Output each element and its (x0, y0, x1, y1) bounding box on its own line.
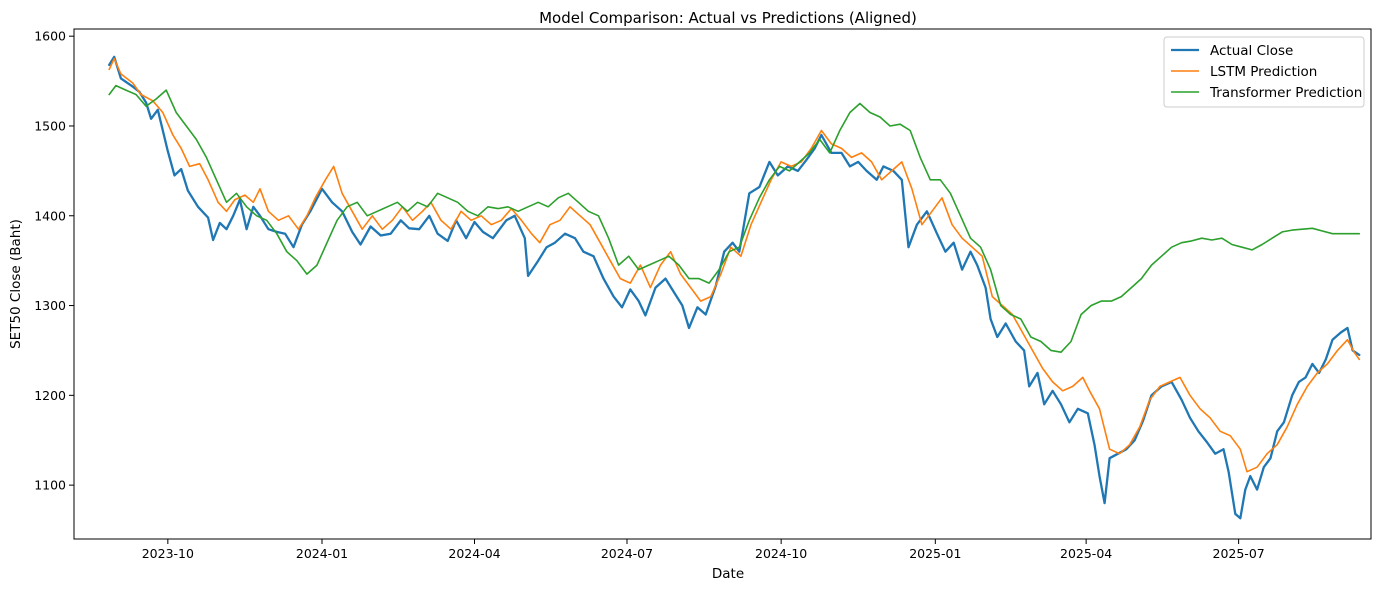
chart-title: Model Comparison: Actual vs Predictions … (539, 9, 917, 27)
y-tick-label: 1400 (34, 208, 66, 223)
x-tick-label: 2024-10 (755, 546, 807, 561)
y-axis: 1100 1200 1300 1400 1500 1600 (34, 29, 74, 493)
x-tick-label: 2025-01 (909, 546, 961, 561)
y-tick-label: 1100 (34, 478, 66, 493)
x-tick-label: 2024-01 (296, 546, 348, 561)
y-tick-label: 1300 (34, 298, 66, 313)
x-tick-label: 2024-04 (448, 546, 500, 561)
y-axis-label: SET50 Close (Baht) (8, 219, 24, 349)
x-tick-label: 2025-04 (1060, 546, 1112, 561)
legend-label: LSTM Prediction (1210, 64, 1317, 80)
y-tick-label: 1200 (34, 388, 66, 403)
x-tick-label: 2023-10 (142, 546, 194, 561)
series-line-lstm-prediction (108, 57, 1361, 473)
x-tick-label: 2025-07 (1213, 546, 1265, 561)
series-line-transformer-prediction (108, 84, 1361, 353)
series-line-actual-close (108, 55, 1361, 520)
legend-label: Actual Close (1210, 43, 1293, 59)
legend-entries: Actual Close LSTM Prediction Transformer P… (1171, 43, 1362, 101)
plot-frame (73, 28, 1372, 540)
x-axis: 2023-10 2024-01 2024-04 2024-07 2024-10 2025-… (142, 539, 1265, 561)
legend-label: Transformer Prediction (1209, 85, 1362, 101)
x-axis-label: Date (712, 566, 744, 582)
legend: Actual Close LSTM Prediction Transformer P… (1163, 36, 1365, 108)
x-tick-label: 2024-07 (601, 546, 653, 561)
y-tick-label: 1600 (34, 29, 66, 44)
series-layer (108, 55, 1361, 520)
legend-box (1163, 36, 1365, 108)
y-tick-label: 1500 (34, 118, 66, 133)
